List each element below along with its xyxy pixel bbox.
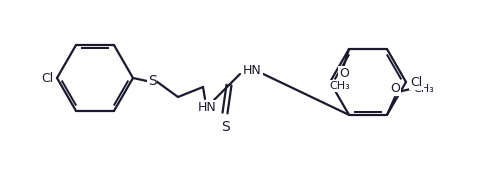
Text: O: O	[390, 82, 400, 95]
Text: Cl: Cl	[410, 75, 422, 89]
Text: Cl: Cl	[42, 72, 54, 84]
Text: S: S	[221, 120, 229, 134]
Text: CH₃: CH₃	[330, 81, 350, 91]
Text: S: S	[148, 74, 157, 88]
Text: HN: HN	[243, 65, 262, 77]
Text: CH₃: CH₃	[413, 84, 434, 94]
Text: HN: HN	[198, 101, 216, 114]
Text: O: O	[339, 67, 349, 80]
